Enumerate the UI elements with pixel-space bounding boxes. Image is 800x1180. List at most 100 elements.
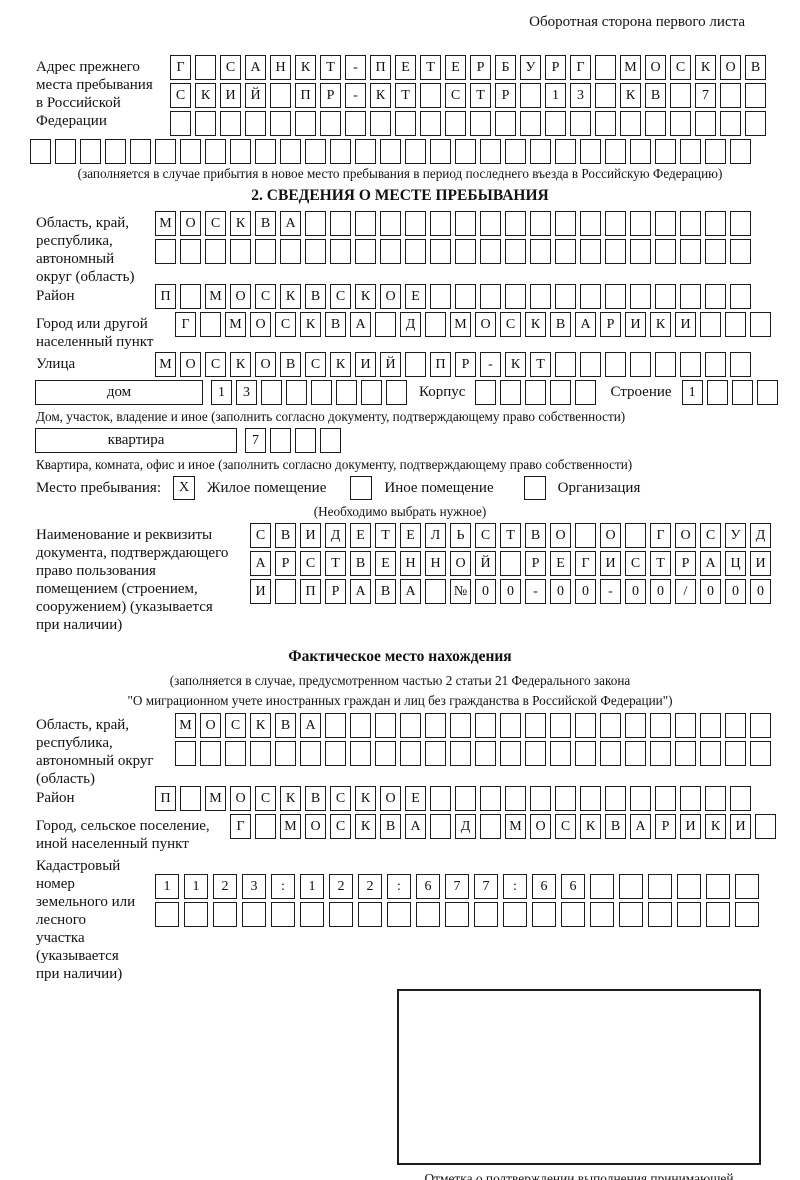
char-box[interactable]: В [745,55,766,80]
char-box[interactable]: 3 [236,380,257,405]
char-box[interactable] [295,111,316,136]
char-box[interactable]: И [680,814,701,839]
char-box[interactable] [655,352,676,377]
char-box[interactable]: В [275,523,296,548]
char-box[interactable] [386,380,407,405]
char-box[interactable]: Р [495,83,516,108]
char-box[interactable]: П [370,55,391,80]
char-box[interactable]: К [650,312,671,337]
char-box[interactable] [255,139,276,164]
char-box[interactable] [345,111,366,136]
char-box[interactable]: О [180,352,201,377]
char-box[interactable]: 1 [155,874,179,899]
char-box[interactable] [505,211,526,236]
char-box[interactable] [380,139,401,164]
char-box[interactable] [630,139,651,164]
char-box[interactable] [705,284,726,309]
char-box[interactable] [425,312,446,337]
char-box[interactable]: В [275,713,296,738]
char-box[interactable] [213,902,237,927]
char-box[interactable]: - [345,55,366,80]
char-box[interactable] [430,284,451,309]
char-box[interactable]: П [155,786,176,811]
char-box[interactable] [475,713,496,738]
char-box[interactable]: Г [575,551,596,576]
char-box[interactable]: В [280,352,301,377]
char-box[interactable] [725,713,746,738]
char-box[interactable] [455,211,476,236]
char-box[interactable] [555,239,576,264]
char-box[interactable] [630,211,651,236]
char-box[interactable]: О [720,55,741,80]
char-box[interactable] [677,902,701,927]
char-box[interactable] [205,239,226,264]
char-box[interactable]: Е [395,55,416,80]
checkbox-organization[interactable] [523,476,546,500]
char-box[interactable] [595,83,616,108]
char-box[interactable] [155,902,179,927]
char-box[interactable] [680,211,701,236]
char-box[interactable] [230,139,251,164]
char-box[interactable]: Р [525,551,546,576]
char-box[interactable] [280,139,301,164]
char-box[interactable] [445,902,469,927]
char-box[interactable] [550,741,571,766]
char-box[interactable]: К [355,786,376,811]
char-box[interactable]: К [695,55,716,80]
char-box[interactable]: Е [405,786,426,811]
char-box[interactable] [430,814,451,839]
char-box[interactable] [745,111,766,136]
korpus-boxes[interactable] [475,380,597,405]
char-box[interactable] [590,902,614,927]
char-box[interactable]: 0 [725,579,746,604]
char-box[interactable] [655,284,676,309]
char-box[interactable] [500,551,521,576]
char-box[interactable]: А [280,211,301,236]
char-box[interactable]: О [645,55,666,80]
char-box[interactable] [455,786,476,811]
char-box[interactable] [655,211,676,236]
char-box[interactable] [180,786,201,811]
prev-address-row-4[interactable] [30,139,770,164]
char-box[interactable]: С [205,211,226,236]
char-box[interactable] [180,239,201,264]
char-box[interactable] [620,111,641,136]
char-box[interactable] [750,713,771,738]
char-box[interactable] [575,523,596,548]
char-box[interactable] [720,111,741,136]
char-box[interactable] [350,741,371,766]
char-box[interactable]: Г [170,55,191,80]
char-box[interactable]: И [600,551,621,576]
char-box[interactable]: Р [455,352,476,377]
char-box[interactable]: М [205,786,226,811]
char-box[interactable]: А [245,55,266,80]
char-box[interactable] [730,352,751,377]
char-box[interactable] [480,239,501,264]
char-box[interactable] [595,111,616,136]
char-box[interactable] [195,111,216,136]
char-box[interactable]: 6 [416,874,440,899]
char-box[interactable]: М [505,814,526,839]
char-box[interactable]: Т [530,352,551,377]
char-box[interactable]: К [250,713,271,738]
char-box[interactable]: С [255,786,276,811]
char-box[interactable] [475,380,497,405]
char-box[interactable]: А [300,713,321,738]
char-box[interactable] [105,139,126,164]
char-box[interactable]: А [350,579,371,604]
char-box[interactable]: Г [570,55,591,80]
char-box[interactable] [370,111,391,136]
char-box[interactable] [380,239,401,264]
char-box[interactable]: С [330,284,351,309]
char-box[interactable]: 0 [475,579,496,604]
char-box[interactable] [225,741,246,766]
char-box[interactable] [619,902,643,927]
char-box[interactable] [30,139,51,164]
char-box[interactable]: М [450,312,471,337]
char-box[interactable] [530,139,551,164]
char-box[interactable]: А [250,551,271,576]
